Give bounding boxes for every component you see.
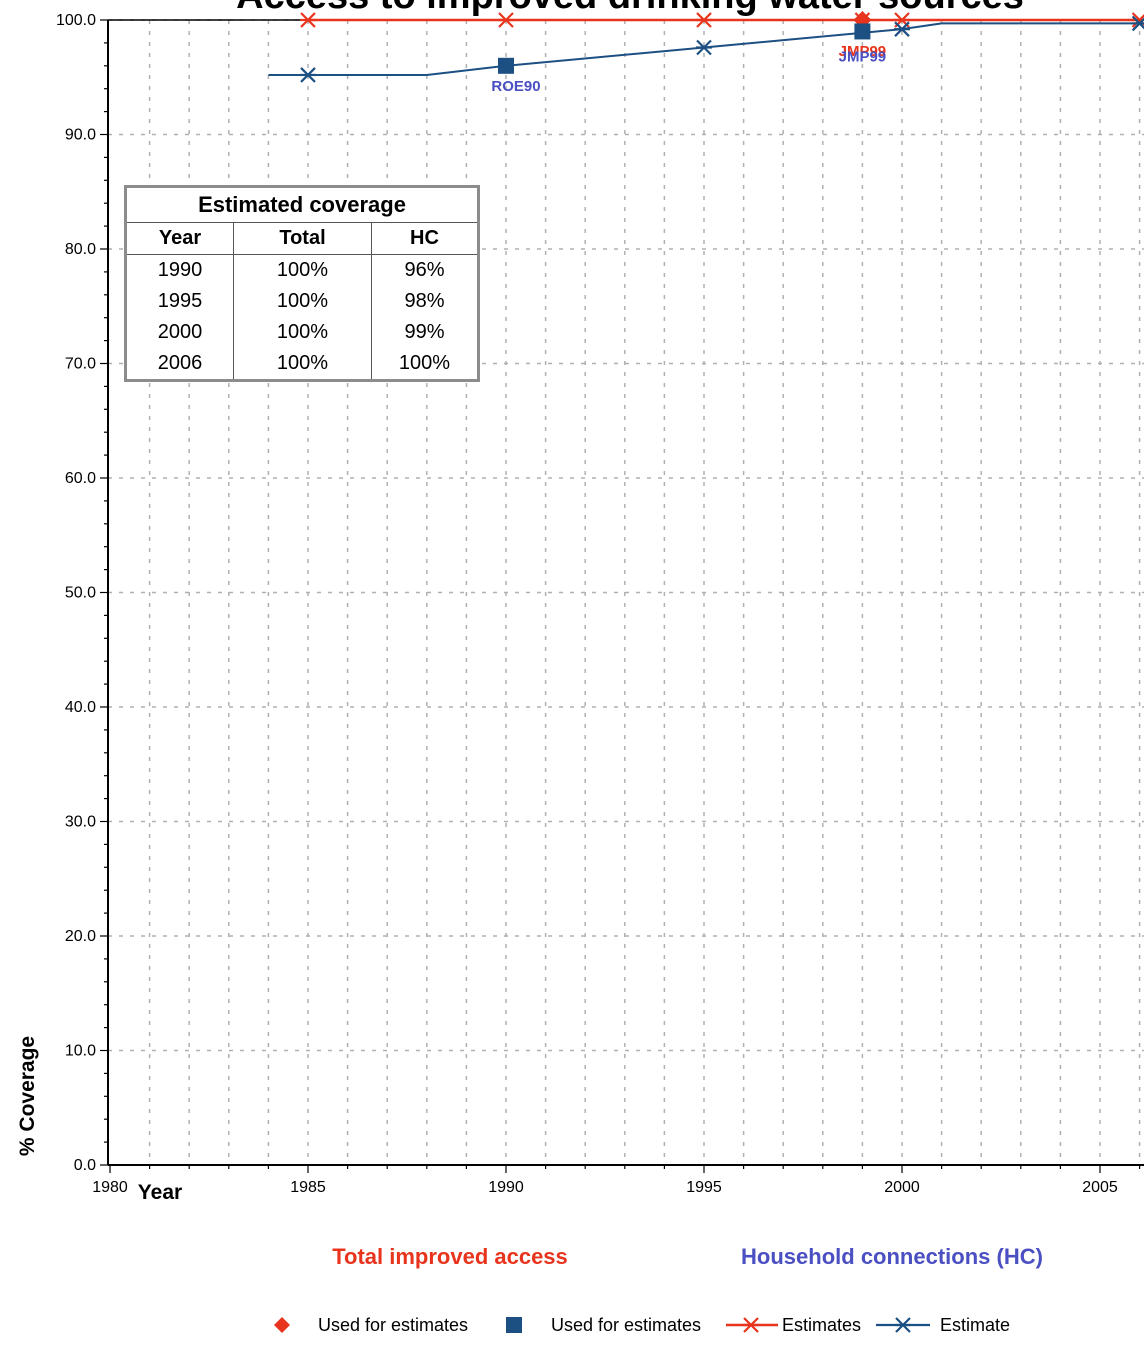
y-tick-label: 70.0 xyxy=(65,356,96,373)
table-row: 1990 100% 96% xyxy=(125,254,479,286)
hc-estimate-marker xyxy=(696,39,712,56)
x-tick-label: 1995 xyxy=(686,1179,722,1196)
table-cell: 100% xyxy=(233,286,372,317)
table-cell: 100% xyxy=(233,317,372,348)
table-row: 2000 100% 99% xyxy=(125,317,479,348)
total-access-label: Total improved access xyxy=(332,1244,568,1269)
x-tick-label: 1980 xyxy=(92,1179,128,1196)
hc-estimate-marker xyxy=(1131,15,1144,32)
y-tick-label: 100.0 xyxy=(56,12,96,29)
hc-estimate-marker xyxy=(300,67,316,83)
y-tick-label: 90.0 xyxy=(65,127,96,144)
table-cell: 2000 xyxy=(125,317,234,348)
x-tick-label: 1990 xyxy=(488,1179,524,1196)
series xyxy=(268,11,1144,83)
x-tick-label: 2000 xyxy=(884,1179,920,1196)
hc-survey-point xyxy=(854,23,871,40)
table-header-hc: HC xyxy=(371,222,479,255)
table-cell: 98% xyxy=(371,286,479,317)
legend-asterisk-icon xyxy=(743,1317,759,1333)
x-axis-title: Year xyxy=(138,1181,182,1204)
table-header-total: Total xyxy=(233,222,372,255)
legend-diamond-icon xyxy=(274,1317,290,1333)
total-estimate-marker xyxy=(1131,12,1144,28)
chart-title: Access to improved drinking water source… xyxy=(236,0,1024,17)
table-row: 1995 100% 98% xyxy=(125,286,479,317)
grid xyxy=(108,19,1144,1165)
x-tick-label: 1985 xyxy=(290,1179,326,1196)
table-caption: Estimated coverage xyxy=(125,186,479,223)
y-tick-label: 10.0 xyxy=(65,1043,96,1060)
y-tick-label: 30.0 xyxy=(65,814,96,831)
hc-estimate-marker xyxy=(894,21,910,37)
total-survey-label: JMP99 xyxy=(839,43,887,60)
legend-label: Used for estimates xyxy=(318,1315,468,1335)
y-tick-label: 80.0 xyxy=(65,241,96,258)
total-estimate-marker xyxy=(300,12,316,28)
y-tick-label: 60.0 xyxy=(65,470,96,487)
table-cell: 1995 xyxy=(125,286,234,317)
total-estimate-marker xyxy=(498,12,514,28)
hc-survey-point xyxy=(498,57,514,74)
legend-label: Estimates xyxy=(782,1315,861,1335)
legend-square-icon xyxy=(506,1317,522,1333)
table-cell: 2006 xyxy=(125,348,234,381)
table-cell: 99% xyxy=(371,317,479,348)
legend-asterisk-icon xyxy=(895,1317,911,1333)
estimated-coverage-table: Estimated coverage Year Total HC 1990 10… xyxy=(124,185,480,382)
y-tick-label: 50.0 xyxy=(65,585,96,602)
table-header-year: Year xyxy=(125,222,234,255)
annotations: JMP99 ROE90 JMP99 xyxy=(491,43,886,95)
table-cell: 1990 xyxy=(125,254,234,286)
table-cell: 100% xyxy=(233,254,372,286)
y-axis-title: % Coverage xyxy=(16,1036,39,1156)
table-cell: 96% xyxy=(371,254,479,286)
x-tick-label: 2005 xyxy=(1082,1179,1118,1196)
table-cell: 100% xyxy=(371,348,479,381)
y-tick-label: 0.0 xyxy=(74,1157,96,1174)
household-connections-label: Household connections (HC) xyxy=(741,1244,1043,1269)
legend-label: Used for estimates xyxy=(551,1315,701,1335)
legend: Used for estimates Used for estimates Esti… xyxy=(274,1315,1010,1335)
hc-survey-label: ROE90 xyxy=(491,78,540,95)
y-tick-label: 40.0 xyxy=(65,699,96,716)
total-estimate-marker xyxy=(696,12,712,28)
y-tick-label: 20.0 xyxy=(65,928,96,945)
table-cell: 100% xyxy=(233,348,372,381)
table-row: 2006 100% 100% xyxy=(125,348,479,381)
hc-survey-label: JMP99 xyxy=(839,48,887,65)
legend-label: Estimate xyxy=(940,1315,1010,1335)
